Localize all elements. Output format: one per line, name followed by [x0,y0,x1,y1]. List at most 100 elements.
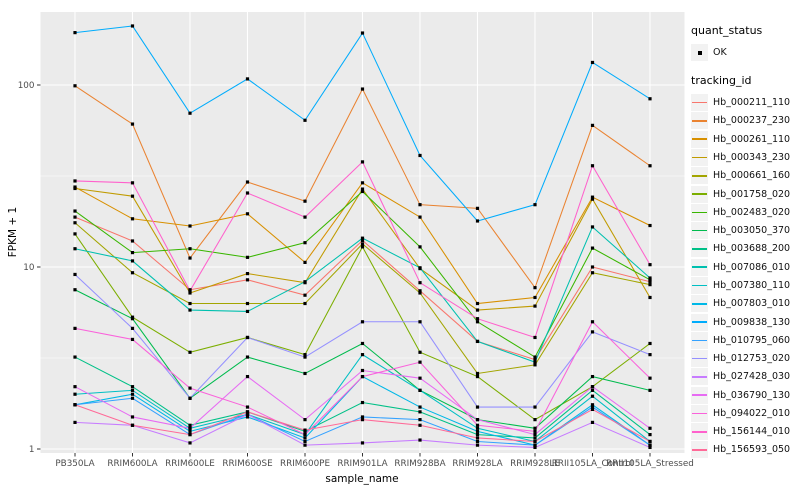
data-point [648,443,652,447]
line-swatch-icon [692,120,707,122]
data-point [303,215,307,219]
data-point [303,371,307,376]
data-point [360,400,365,405]
data-point [303,301,307,306]
data-point [188,423,192,427]
data-point [533,304,537,308]
data-point [648,223,652,228]
data-point [418,423,422,427]
legend-key [691,313,708,331]
data-point [73,272,77,277]
data-point [73,84,77,88]
data-point [303,355,307,359]
legend-label: Hb_007380_110 [713,279,791,291]
x-axis-title: sample_name [325,473,399,485]
legend-key [691,368,708,386]
data-point [130,388,135,392]
data-point [130,259,135,263]
legend-label: Hb_036790_130 [713,389,791,401]
legend-label: Hb_001758_020 [713,188,791,200]
legend-item: Hb_007380_110 [691,276,799,294]
data-point [475,339,480,344]
data-point [303,293,307,297]
data-point [648,353,652,357]
data-point [418,215,422,219]
legend-key [691,130,708,148]
line-swatch-icon [692,229,707,232]
x-tick-label: PB350LA [55,459,94,469]
data-point [590,225,595,229]
data-point [188,441,192,445]
data-point [360,87,365,91]
data-point [303,428,307,432]
x-tick-label: RRIM600PE [280,459,330,469]
data-point [418,203,422,207]
legend-item: Hb_156593_050 [691,441,799,459]
line-swatch-icon [692,412,707,415]
data-point [73,420,77,425]
data-point [590,123,595,127]
data-point [475,317,480,321]
legend-item: Hb_009838_130 [691,313,799,331]
data-point [130,385,135,389]
data-point [73,221,77,225]
data-point [245,410,250,414]
legend-label: Hb_000343_230 [713,151,791,163]
data-point [533,355,537,359]
data-point [188,224,192,228]
legend-tracking-id-items: Hb_000211_110 Hb_000237_230 Hb_000261_110 H… [691,94,799,459]
legend-label: Hb_027428_030 [713,371,791,383]
data-point [475,429,480,433]
data-point [188,289,192,293]
data-point [245,335,250,340]
data-point [648,426,652,430]
data-point [130,423,135,427]
legend-label: Hb_156593_050 [713,444,791,456]
line-swatch-icon [692,302,707,305]
y-tick-label: 10 [23,263,35,273]
legend-item: Hb_036790_130 [691,386,799,404]
data-point [360,242,365,246]
data-point [245,255,250,259]
data-point [303,418,307,422]
x-tick-label: RRII105LA_Control [552,459,634,469]
data-point [130,396,135,400]
legend-item: Hb_002483_020 [691,203,799,221]
line-swatch-icon [692,138,707,140]
data-point [188,386,192,390]
legend-label: Hb_000661_160 [713,170,791,182]
legend-item: Hb_000661_160 [691,167,799,185]
data-point [360,181,365,185]
line-swatch-icon [692,174,707,177]
data-point [533,439,537,444]
legend-key [691,276,708,294]
data-point [73,179,77,183]
data-point [130,24,135,28]
data-point [360,31,365,35]
line-swatch-icon [692,357,707,360]
data-point [475,320,480,324]
data-point [648,295,652,300]
legend-item: Hb_003050_370 [691,222,799,240]
data-point [590,405,595,409]
legend-key [691,386,708,404]
data-point [475,219,480,223]
x-tick-label: RRIM928LA [452,459,502,469]
data-point [73,326,77,330]
legend-item: Hb_007086_010 [691,258,799,276]
data-point [475,308,480,312]
data-point [418,410,422,414]
legend-item: Hb_007803_010 [691,295,799,313]
line-swatch-icon [692,376,707,378]
data-point [648,263,652,267]
data-point [303,432,307,437]
y-tick-label: 1 [29,445,35,455]
data-point [418,266,422,270]
data-point [188,429,192,433]
data-point [360,160,365,164]
line-swatch-icon [692,430,707,433]
legend-item: Hb_000211_110 [691,94,799,112]
data-point [533,429,537,433]
data-point [475,436,480,440]
data-point [533,295,537,300]
